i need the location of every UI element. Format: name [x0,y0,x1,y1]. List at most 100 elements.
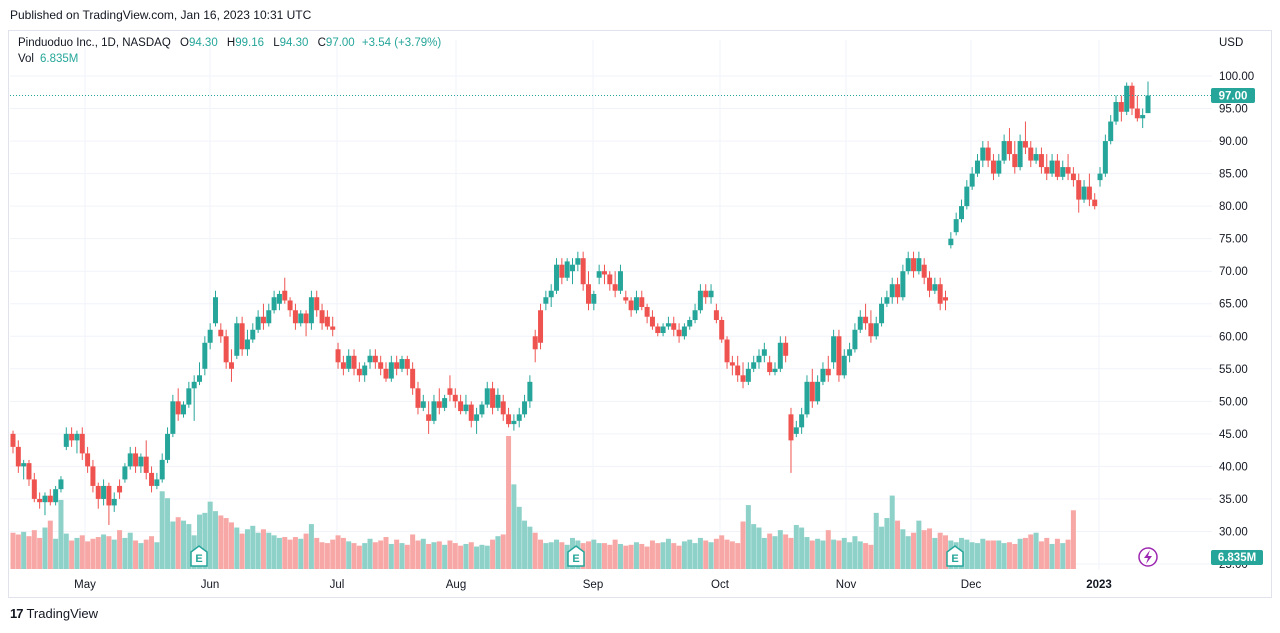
candle-body [197,375,203,382]
candle [447,375,453,402]
volume-bar [873,512,879,569]
candle [687,316,693,330]
candle [133,446,139,473]
candle-body [223,336,229,363]
volume-bar [527,526,533,569]
candle [559,258,565,285]
candle-body [362,365,368,376]
candle [1012,141,1018,174]
volume-bar [346,541,352,569]
x-tick-label: Jun [201,579,220,591]
candle-body [399,359,405,369]
candle-body [1022,141,1028,148]
volume-bar [655,543,661,569]
volume-bar [964,539,970,569]
y-tick-label: 70.00 [1219,266,1248,278]
candle-body [308,297,314,324]
candle-body [873,323,879,337]
volume-bar [111,539,117,569]
candle [511,414,517,431]
y-tick-label: 35.00 [1219,494,1248,506]
volume-bar [271,535,277,569]
candle-body [900,271,906,298]
change-value: +3.54 (+3.79%) [361,37,442,49]
candle-body [37,498,43,503]
candle-body [101,485,107,499]
candle-body [660,326,666,334]
candle-body [985,147,991,161]
volume-bar [591,539,597,569]
earnings-marker-icon[interactable]: E [946,545,964,567]
candle-body [974,160,980,174]
volume-bar [181,520,187,569]
volume-bar [31,530,37,569]
candle-body [697,290,703,311]
volume-bar [58,499,64,569]
candle [431,394,437,425]
volume-bar [585,541,591,569]
close-value: 97.00 [325,37,355,49]
candle [905,251,911,275]
volume-bar [895,520,901,569]
candle-body [165,433,171,460]
candle-body [703,290,709,298]
volume-bar [117,530,123,569]
lightning-icon[interactable] [1138,547,1158,567]
volume-bar [1006,542,1012,569]
candle-body [356,368,362,376]
candle-body [495,394,501,408]
volume-bar [479,544,485,569]
y-tick-label: 85.00 [1219,169,1248,181]
candle [740,362,746,389]
x-tick-label: Jul [330,579,345,591]
candle-body [772,368,778,373]
candle-body [479,404,485,415]
candle-body [388,362,394,379]
volume-bar [559,542,565,569]
volume-bar [212,511,218,569]
candle-body [69,433,75,441]
volume-bar [239,533,245,569]
candle-body [570,264,576,272]
candle-body [244,339,250,350]
candle [506,407,512,428]
candle [143,440,149,480]
volume-bar [378,540,384,569]
y-tick-label: 75.00 [1219,234,1248,246]
volume-bar [681,541,687,569]
candle [53,485,59,506]
volume-bar [383,537,389,569]
candle [330,316,336,337]
volume-bar [852,536,858,569]
candle [340,355,346,376]
candle [191,375,197,421]
volume-bar [623,545,629,569]
candle [958,199,964,223]
brand-name: TradingView [26,606,99,621]
candle-body [735,365,741,376]
candle [394,355,400,376]
candle-body [1033,154,1039,161]
candle-body [996,160,1002,174]
candle-body [367,355,373,363]
volume-bar [356,545,362,569]
candle [703,284,709,304]
candle [266,303,272,327]
candle-body [271,297,277,311]
earnings-marker-icon[interactable]: E [190,545,208,567]
candle [74,430,80,454]
candle-body [559,264,565,278]
candle-body [372,355,378,363]
volume-bar [340,537,346,569]
volume-bar [548,542,554,569]
earnings-marker-icon[interactable]: E [567,545,585,567]
footer-brand[interactable]: 17 TradingView [10,606,98,621]
candle [868,310,874,343]
candle [106,482,112,525]
candle-body [644,306,650,317]
candle [788,407,794,473]
symbol-description: Pinduoduo Inc., 1D, NASDAQ [18,37,171,49]
volume-bar [996,540,1002,569]
candle-body [1134,108,1140,119]
